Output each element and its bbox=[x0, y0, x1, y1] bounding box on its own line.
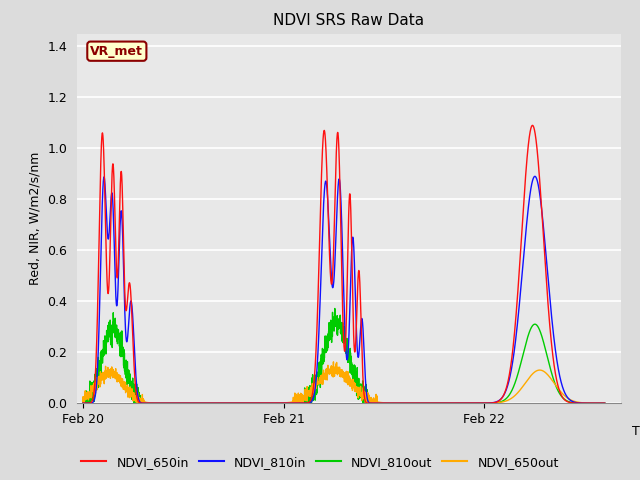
NDVI_650out bbox=[594, 400, 602, 406]
NDVI_810out bbox=[555, 390, 563, 396]
NDVI_810out bbox=[601, 400, 609, 406]
NDVI_650out bbox=[601, 400, 609, 406]
Line: NDVI_810out: NDVI_810out bbox=[83, 309, 605, 403]
NDVI_650in bbox=[322, 146, 330, 152]
NDVI_810out bbox=[157, 400, 165, 406]
Line: NDVI_650in: NDVI_650in bbox=[83, 125, 605, 403]
NDVI_650in bbox=[594, 400, 602, 406]
Text: VR_met: VR_met bbox=[90, 45, 143, 58]
NDVI_810in bbox=[157, 400, 165, 406]
NDVI_810in bbox=[601, 400, 609, 406]
Text: Time: Time bbox=[632, 425, 640, 438]
NDVI_810in bbox=[230, 400, 237, 406]
NDVI_650out bbox=[303, 395, 310, 400]
NDVI_650in bbox=[131, 368, 138, 373]
Legend: NDVI_650in, NDVI_810in, NDVI_810out, NDVI_650out: NDVI_650in, NDVI_810in, NDVI_810out, NDV… bbox=[76, 451, 564, 474]
NDVI_650in bbox=[79, 400, 86, 406]
NDVI_650in bbox=[601, 400, 609, 406]
NDVI_810in bbox=[555, 370, 563, 375]
NDVI_650in bbox=[157, 400, 165, 406]
Line: NDVI_810in: NDVI_810in bbox=[83, 176, 605, 403]
NDVI_810in bbox=[322, 179, 330, 184]
NDVI_650out bbox=[330, 359, 337, 365]
NDVI_810in bbox=[303, 400, 310, 406]
NDVI_810out bbox=[322, 340, 330, 346]
NDVI_650in bbox=[555, 386, 563, 392]
NDVI_810out bbox=[303, 394, 310, 400]
NDVI_650in bbox=[230, 400, 237, 406]
NDVI_810in bbox=[131, 346, 138, 351]
NDVI_810out bbox=[131, 393, 138, 399]
NDVI_650in bbox=[529, 122, 536, 128]
NDVI_810out bbox=[83, 400, 90, 406]
Y-axis label: Red, NIR, W/m2/s/nm: Red, NIR, W/m2/s/nm bbox=[29, 152, 42, 285]
NDVI_810out bbox=[331, 306, 339, 312]
NDVI_650out bbox=[157, 400, 165, 406]
NDVI_650out bbox=[79, 398, 86, 404]
NDVI_810out bbox=[594, 400, 602, 406]
NDVI_650out bbox=[555, 386, 563, 392]
NDVI_810out bbox=[79, 399, 86, 405]
NDVI_650out bbox=[80, 400, 88, 406]
NDVI_650out bbox=[131, 393, 138, 398]
NDVI_650out bbox=[322, 376, 330, 382]
NDVI_810in bbox=[594, 400, 602, 406]
NDVI_810in bbox=[79, 400, 86, 406]
NDVI_650in bbox=[303, 400, 310, 406]
Line: NDVI_650out: NDVI_650out bbox=[83, 362, 605, 403]
NDVI_810in bbox=[531, 173, 539, 179]
Title: NDVI SRS Raw Data: NDVI SRS Raw Data bbox=[273, 13, 424, 28]
